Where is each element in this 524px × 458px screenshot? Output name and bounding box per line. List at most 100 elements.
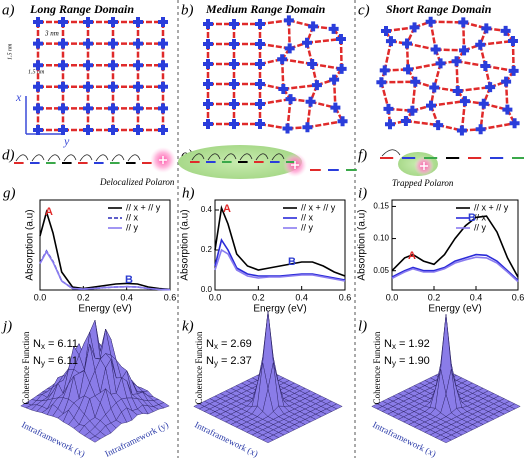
x-tick-label: 0.6 <box>512 292 524 302</box>
value: 2.37 <box>230 355 251 367</box>
series-line <box>39 209 171 291</box>
node <box>83 81 93 92</box>
axis-label: y <box>63 134 70 148</box>
node <box>302 37 313 48</box>
panel-letter: l) <box>358 318 367 334</box>
node <box>381 26 391 36</box>
hop <box>381 149 401 157</box>
node <box>108 81 118 92</box>
node <box>255 119 265 129</box>
linker <box>430 20 464 24</box>
node <box>83 103 93 114</box>
legend-label: // x + // y <box>126 202 161 212</box>
annotation: B <box>125 274 133 286</box>
node <box>330 102 341 113</box>
equals: = <box>399 355 405 367</box>
node <box>285 94 296 105</box>
subscript: x <box>41 342 45 351</box>
linker <box>281 57 313 66</box>
hop <box>223 153 237 161</box>
node <box>133 125 143 135</box>
node <box>379 65 390 76</box>
series-line <box>39 249 171 291</box>
node <box>203 99 213 109</box>
node <box>475 39 486 50</box>
node <box>33 60 43 71</box>
annotation: B <box>468 212 476 224</box>
charge <box>291 161 299 169</box>
symbol: N <box>33 338 41 350</box>
symbol: N <box>206 338 214 350</box>
coherence-number: Nx = 1.92 <box>384 338 430 351</box>
node <box>328 23 339 34</box>
node <box>283 15 294 26</box>
node <box>485 82 496 93</box>
dimension: 1.5 nm <box>28 69 45 75</box>
value: 6.11 <box>57 355 78 367</box>
node <box>229 39 239 49</box>
equals: = <box>399 338 405 350</box>
node <box>407 105 418 116</box>
node <box>277 54 288 65</box>
node <box>385 36 396 47</box>
linker <box>407 62 441 71</box>
dimension: 3 nm <box>44 30 59 38</box>
node <box>255 79 265 89</box>
x-tick-label: 0.6 <box>339 292 352 302</box>
node <box>336 63 347 74</box>
x-tick-label: 0.2 <box>428 292 441 302</box>
node <box>58 38 68 49</box>
node <box>451 56 462 67</box>
node <box>158 60 168 71</box>
equals: = <box>48 355 54 367</box>
plot-frame <box>39 199 171 291</box>
legend-label: // y <box>474 222 487 232</box>
node <box>329 74 340 85</box>
hop <box>63 154 77 162</box>
linker <box>457 85 491 93</box>
charge <box>420 162 428 170</box>
subscript: x <box>392 342 396 351</box>
node <box>478 98 489 109</box>
y-axis-label: Absorption (a.u) <box>180 209 191 280</box>
series-line <box>214 238 346 281</box>
node <box>429 82 440 93</box>
node <box>456 125 467 136</box>
x-tick-label: 0.0 <box>386 292 399 302</box>
node <box>158 125 168 135</box>
linker <box>430 99 466 107</box>
node <box>335 34 346 45</box>
y-axis-label: Absorption (a.u) <box>357 209 368 280</box>
node <box>83 17 93 27</box>
equals: = <box>48 338 54 350</box>
node <box>459 96 470 107</box>
value: 6.11 <box>57 338 78 350</box>
series-line <box>391 215 519 278</box>
coherence-number: Ny = 1.90 <box>384 355 430 368</box>
node <box>133 17 143 27</box>
series-line <box>391 253 519 281</box>
node <box>158 103 168 114</box>
node <box>83 60 93 71</box>
node <box>203 59 213 69</box>
node <box>509 118 520 129</box>
node <box>58 103 68 114</box>
node <box>481 23 492 34</box>
surface-cell <box>440 437 452 444</box>
x-axis-label: Energy (eV) <box>78 304 131 315</box>
value: 1.92 <box>408 338 429 350</box>
value: 1.90 <box>408 355 429 367</box>
node <box>158 81 168 92</box>
surface-cell <box>89 435 101 443</box>
node <box>410 76 421 87</box>
node <box>158 17 168 27</box>
node <box>508 65 519 76</box>
surface-cell <box>262 437 274 444</box>
subscript: y <box>392 359 396 368</box>
node <box>133 103 143 114</box>
hop <box>31 154 45 162</box>
y-tick-label: 0.10 <box>373 234 389 243</box>
x-axis-label: Energy (eV) <box>253 304 306 315</box>
coherence-number: Nx = 6.11 <box>33 338 78 351</box>
